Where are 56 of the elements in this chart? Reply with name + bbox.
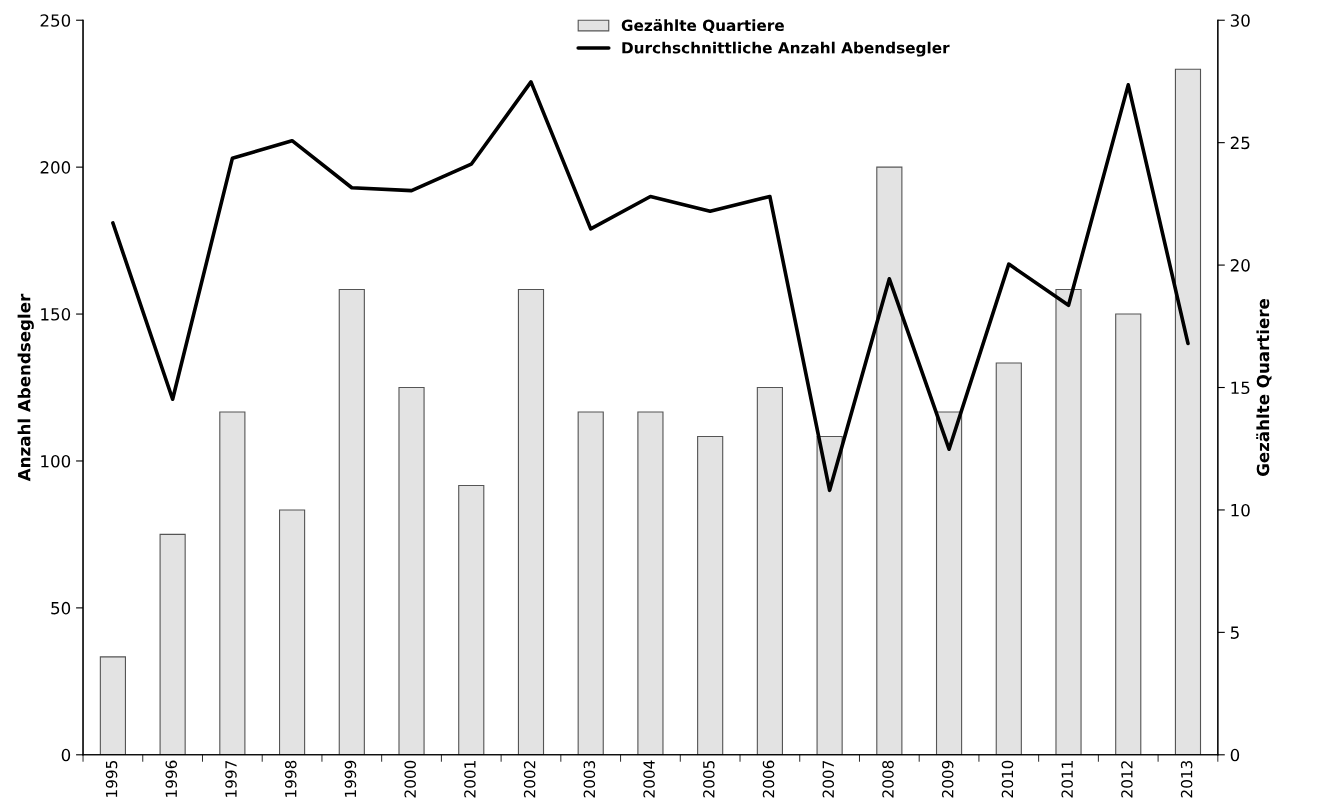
y-tick-label: 200 xyxy=(40,161,71,174)
x-tick-label: 2001 xyxy=(464,761,476,798)
line-series xyxy=(111,80,1190,493)
y-tick-label: 50 xyxy=(51,601,71,615)
bar xyxy=(338,289,365,755)
x-tick-label: 2007 xyxy=(822,760,835,798)
bar xyxy=(1115,313,1142,755)
y2-tick-label: 25 xyxy=(1230,136,1250,150)
x-tick-label: 2010 xyxy=(1001,760,1014,798)
y-tick-label: 100 xyxy=(41,454,71,468)
x-tick-label: 1995 xyxy=(105,760,118,797)
bar xyxy=(1174,68,1202,755)
bar xyxy=(517,289,545,755)
bar xyxy=(697,435,724,755)
bar xyxy=(458,484,485,755)
bar xyxy=(756,386,783,755)
bar xyxy=(935,411,963,755)
x-tick-label: 2012 xyxy=(1121,761,1133,798)
bar xyxy=(637,411,664,755)
x-tick-label: 2013 xyxy=(1180,760,1193,798)
bar xyxy=(1055,289,1082,755)
bar xyxy=(398,386,425,755)
x-tick-label: 2000 xyxy=(404,760,416,798)
y2-tick-label: 20 xyxy=(1230,259,1250,272)
y2-tick-label: 5 xyxy=(1230,626,1239,639)
y-tick-label: 150 xyxy=(41,308,71,321)
y2-tick-label: 0 xyxy=(1230,748,1240,762)
x-tick-label: 2004 xyxy=(643,760,655,798)
bar xyxy=(876,166,903,755)
x-tick-label: 2005 xyxy=(703,760,715,798)
x-tick-label: 2008 xyxy=(882,760,894,798)
y-tick-label: 0 xyxy=(61,748,71,762)
x-tick-label: 2011 xyxy=(1061,761,1073,798)
y-axis-title: Anzahl Abendsegler xyxy=(17,293,34,482)
legend-label: Gezählte Quartiere xyxy=(621,19,784,34)
x-tick-label: 1997 xyxy=(225,760,237,797)
x-tick-label: 1998 xyxy=(284,760,297,797)
x-tick-label: 2009 xyxy=(941,760,954,798)
bar xyxy=(278,509,306,755)
x-tick-label: 2003 xyxy=(583,760,596,798)
bar xyxy=(159,533,186,755)
y2-tick-label: 30 xyxy=(1230,14,1250,27)
legend-label: Durchschnittliche Anzahl Abendsegler xyxy=(622,41,950,57)
y2-tick-label: 15 xyxy=(1231,381,1250,395)
bar xyxy=(99,656,126,755)
bar xyxy=(995,362,1022,755)
x-tick-label: 1999 xyxy=(344,760,357,797)
bar xyxy=(577,411,604,755)
y2-axis-title: Gezählte Quartiere xyxy=(1256,299,1272,476)
y2-tick-label: 10 xyxy=(1231,503,1250,517)
bar xyxy=(816,435,843,755)
x-tick-label: 1996 xyxy=(165,760,178,797)
x-tick-label: 2002 xyxy=(523,761,536,798)
bar xyxy=(219,411,246,755)
x-tick-label: 2006 xyxy=(762,760,775,798)
y-tick-label: 250 xyxy=(40,14,71,27)
